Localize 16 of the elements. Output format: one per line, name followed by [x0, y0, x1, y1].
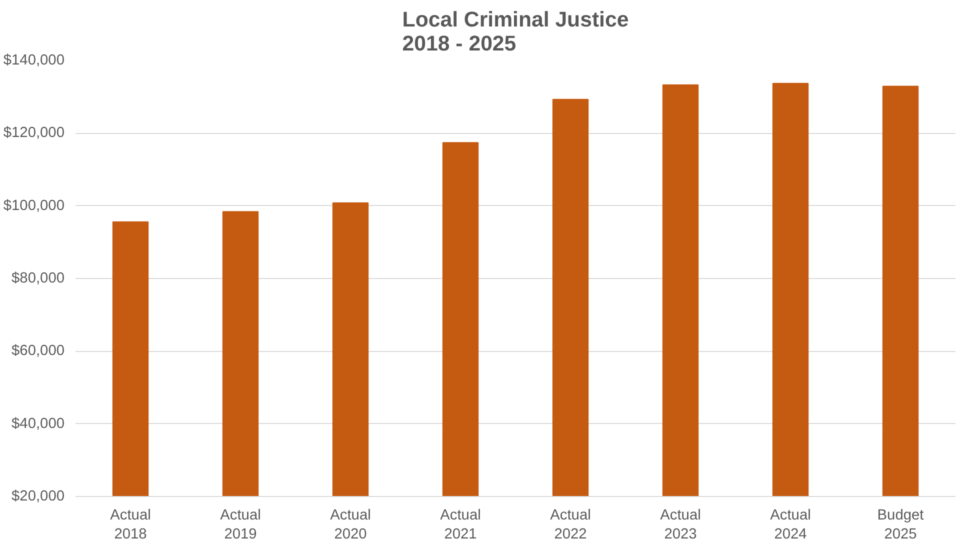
- x-tick-label: Budget 2025: [877, 508, 924, 543]
- x-tick-label: Actual 2019: [220, 508, 261, 543]
- x-tick-label: Actual 2024: [770, 508, 811, 543]
- y-tick-label: $20,000: [12, 488, 65, 504]
- x-tick-label: Actual 2018: [110, 508, 151, 543]
- y-tick-label: $140,000: [3, 52, 65, 68]
- y-tick-label: $80,000: [12, 270, 65, 286]
- x-tick-label: Actual 2023: [660, 508, 701, 543]
- y-tick-label: $60,000: [12, 343, 65, 360]
- y-tick-label: $120,000: [3, 125, 65, 142]
- chart-title: Local Criminal Justice 2018 - 2025: [402, 8, 629, 56]
- y-tick-label: $40,000: [12, 416, 65, 432]
- x-tick-label: Actual 2021: [440, 508, 481, 543]
- x-tick-label: Actual 2020: [330, 508, 371, 543]
- x-tick-label: Actual 2022: [550, 508, 591, 543]
- y-tick-label: $100,000: [3, 198, 65, 214]
